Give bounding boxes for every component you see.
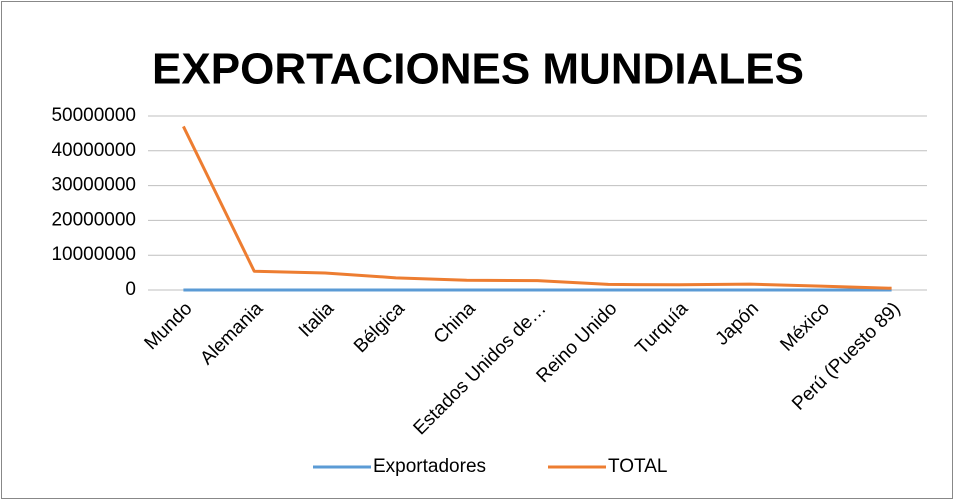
y-tick-label: 50000000	[51, 105, 136, 126]
chart-title: EXPORTACIONES MUNDIALES	[152, 45, 804, 94]
y-tick-label: 30000000	[51, 175, 136, 196]
legend-label: Exportadores	[373, 456, 486, 477]
y-tick-label: 20000000	[51, 209, 136, 230]
line-series	[182, 125, 892, 290]
legend-label: TOTAL	[608, 456, 667, 477]
y-tick-label: 10000000	[51, 244, 136, 265]
y-tick-label: 0	[125, 279, 136, 300]
y-tick-label: 40000000	[51, 140, 136, 161]
